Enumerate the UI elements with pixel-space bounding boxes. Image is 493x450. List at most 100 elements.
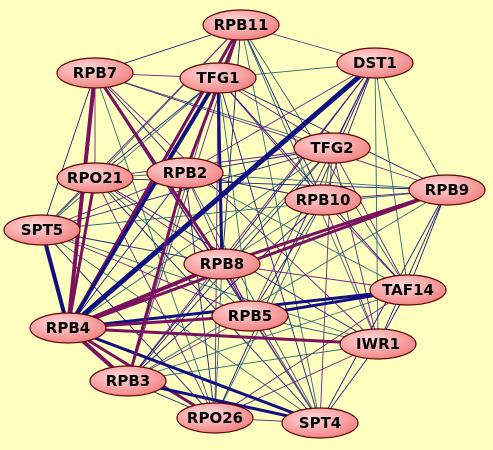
edge — [67, 326, 321, 425]
edge — [40, 229, 70, 329]
edge — [94, 177, 223, 265]
node-label: RPB4 — [46, 319, 90, 337]
node-label: RPB5 — [228, 307, 272, 325]
node-label: TFG2 — [310, 139, 353, 157]
edge — [374, 62, 448, 191]
node-label: TAF14 — [382, 281, 434, 299]
edge — [94, 177, 251, 317]
node-shape — [339, 328, 417, 360]
node: TFG2 — [293, 132, 371, 164]
node-label: RPB9 — [425, 181, 469, 199]
edge — [41, 24, 242, 231]
edge — [127, 62, 376, 382]
edge — [66, 177, 97, 329]
edge — [41, 77, 219, 231]
edge — [217, 77, 324, 201]
node-label: RPB3 — [106, 372, 150, 390]
edge — [67, 147, 333, 329]
edge — [41, 189, 448, 231]
edge — [322, 199, 409, 291]
node-shape — [179, 62, 257, 94]
node: DST1 — [336, 47, 414, 79]
node-shape — [176, 402, 254, 434]
edge — [184, 172, 321, 424]
node-label: RPB8 — [200, 255, 244, 273]
node-label: RPB2 — [163, 164, 207, 182]
node: SPT5 — [3, 214, 81, 246]
edge — [322, 199, 379, 345]
node: RPB9 — [408, 174, 486, 206]
node-label: RPO21 — [67, 169, 123, 187]
node: SPT4 — [281, 407, 359, 439]
edge — [221, 263, 321, 424]
edge — [94, 77, 219, 179]
node: RPB7 — [56, 57, 134, 89]
edge — [67, 172, 186, 329]
edge — [126, 172, 187, 382]
node: RPB8 — [183, 248, 261, 280]
node-label: DST1 — [353, 54, 397, 72]
node-shape — [281, 407, 359, 439]
edge — [214, 263, 223, 419]
node-shape — [183, 248, 261, 280]
edge — [41, 229, 321, 424]
node: RPB5 — [211, 300, 289, 332]
edge — [407, 189, 448, 291]
node-shape — [56, 162, 134, 194]
node-label: SPT4 — [299, 414, 341, 432]
node-shape — [202, 9, 280, 41]
edge — [127, 343, 379, 382]
node: IWR1 — [339, 328, 417, 360]
edge — [184, 172, 448, 191]
edge — [94, 72, 448, 191]
node-shape — [29, 312, 107, 344]
node: TFG1 — [179, 62, 257, 94]
edge — [322, 62, 376, 201]
node-shape — [89, 365, 167, 397]
edge — [66, 77, 220, 329]
edge — [41, 229, 379, 345]
nodes: RPB11 RPB7 TFG1 DST1 TFG2 RPO21 RPB2 RPB10 RPB9 S… — [3, 9, 486, 439]
edge — [331, 147, 379, 345]
node: TAF14 — [369, 274, 447, 306]
edge — [240, 24, 324, 201]
edge — [221, 147, 333, 265]
edge — [183, 24, 243, 174]
edge — [127, 289, 409, 382]
edge — [66, 72, 97, 329]
node: RPB11 — [202, 9, 280, 41]
edge — [127, 263, 223, 382]
edge — [249, 199, 324, 317]
edge — [67, 326, 379, 346]
edge — [184, 62, 376, 174]
edge — [217, 77, 409, 291]
node-shape — [146, 157, 224, 189]
node-label: RPO26 — [187, 409, 243, 427]
node-shape — [284, 184, 362, 216]
node: RPO21 — [56, 162, 134, 194]
node-shape — [211, 300, 289, 332]
edge — [249, 315, 321, 424]
node-label: RPB11 — [214, 16, 269, 34]
edge — [374, 62, 409, 291]
edge — [221, 188, 448, 266]
node-shape — [56, 57, 134, 89]
node: RPB4 — [29, 312, 107, 344]
node: RPO26 — [176, 402, 254, 434]
node-shape — [3, 214, 81, 246]
node-label: RPB10 — [296, 191, 351, 209]
node-shape — [408, 174, 486, 206]
edge — [94, 177, 216, 419]
edge — [377, 189, 448, 345]
node-shape — [293, 132, 371, 164]
edge — [127, 189, 448, 382]
edge — [94, 72, 216, 419]
node-label: SPT5 — [21, 221, 63, 239]
node: RPB10 — [284, 184, 362, 216]
edge — [127, 199, 324, 382]
node-shape — [336, 47, 414, 79]
edge — [41, 72, 96, 231]
node: RPB3 — [89, 365, 167, 397]
